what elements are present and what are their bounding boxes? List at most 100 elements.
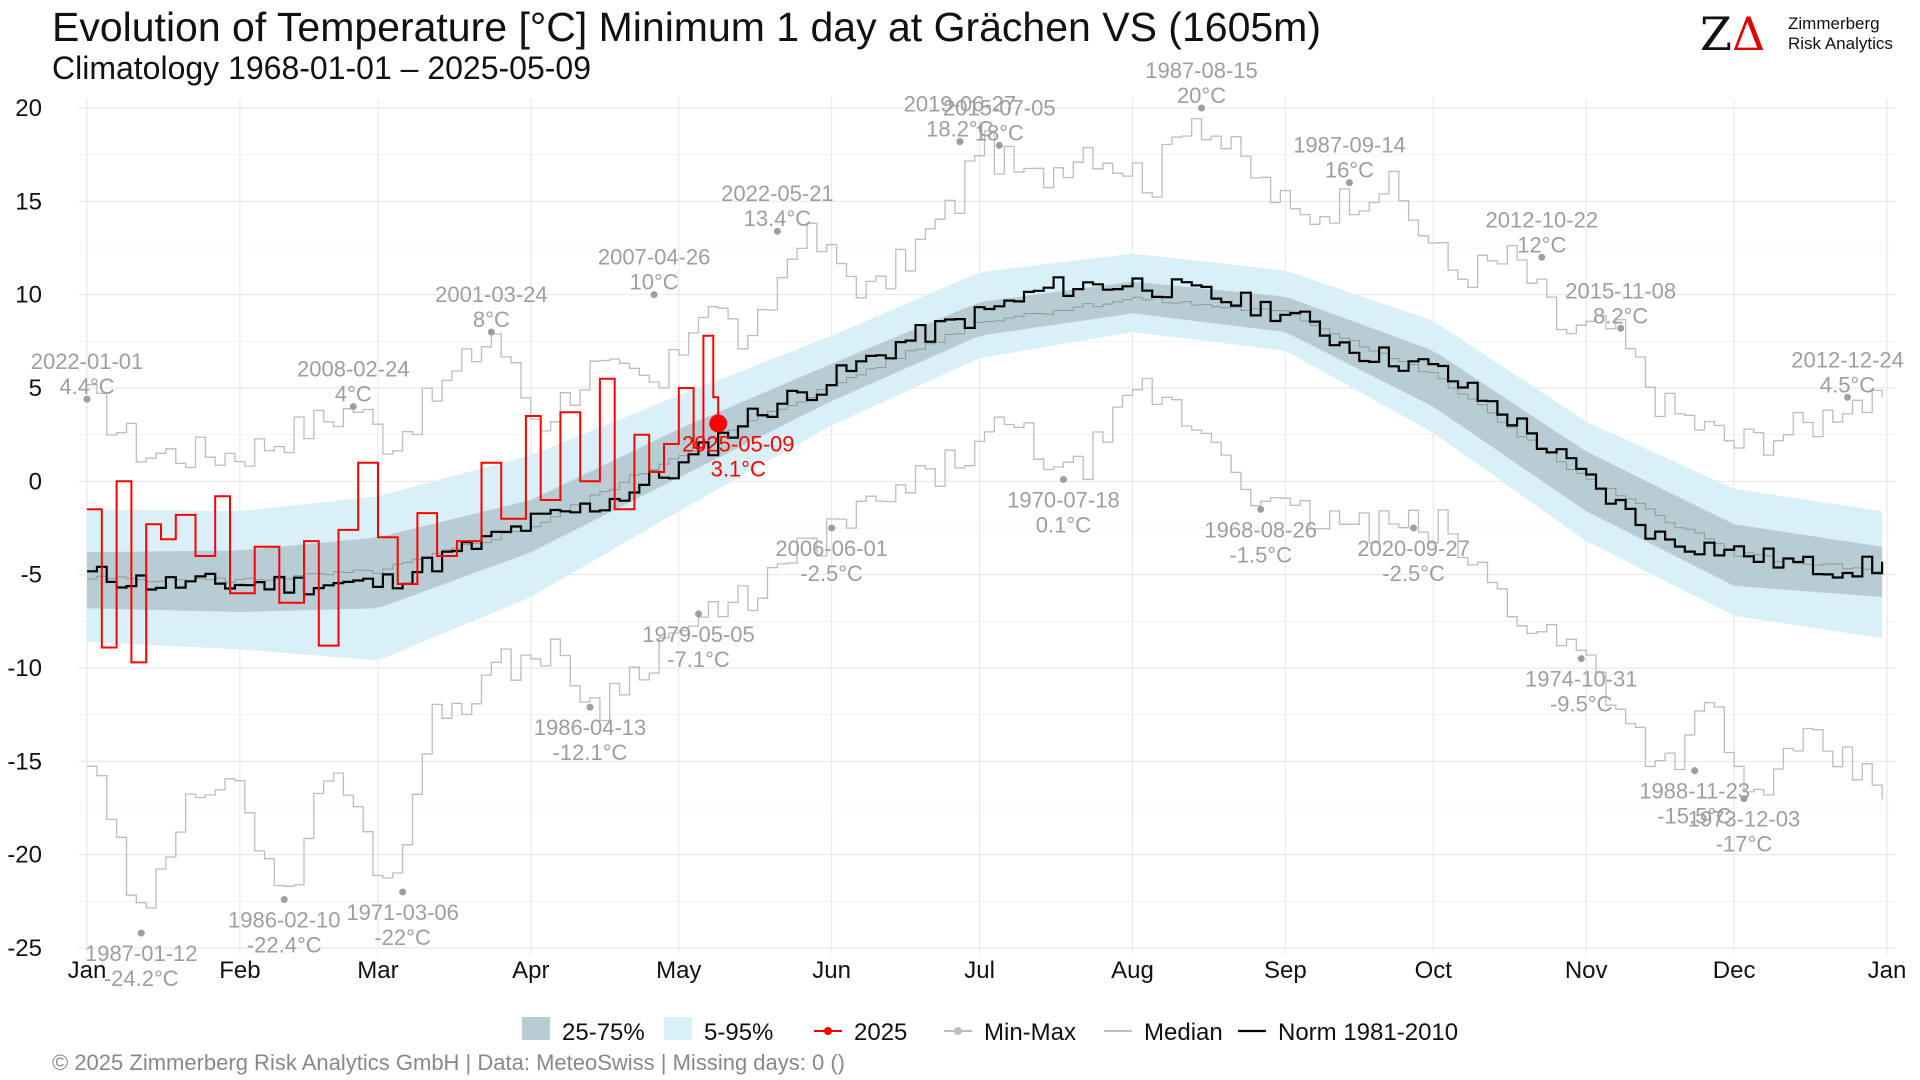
x-tick-label: Dec [1713, 957, 1756, 984]
record-point [1691, 767, 1699, 775]
y-axis-ticks: 20 15 10 5 0 -5 -10 -15 -20 -25 [7, 95, 42, 962]
x-tick-label: Jun [812, 957, 851, 984]
y-tick-label: -5 [21, 562, 42, 589]
record-points [83, 104, 1852, 937]
annotation-value: -1.5°C [1229, 542, 1292, 567]
record-point [1198, 104, 1206, 112]
legend-label: 5-95% [704, 1019, 773, 1040]
footer-credits: © 2025 Zimmerberg Risk Analytics GmbH | … [52, 1050, 845, 1075]
annotation-date: 1974-10-31 [1525, 667, 1638, 692]
annotation-value: 4.5°C [1820, 372, 1875, 397]
annotation-date: 1971-03-06 [346, 900, 459, 925]
series-lines [87, 117, 1884, 909]
annotation-date: 1986-02-10 [228, 907, 341, 932]
record-point [1538, 253, 1546, 261]
annotation-date: 2012-12-24 [1791, 347, 1904, 372]
record-point [995, 141, 1003, 149]
y-tick-label: 5 [29, 375, 42, 402]
record-point [399, 888, 407, 896]
annotation-value: -24.2°C [104, 966, 179, 991]
annotation-date: 2025-05-09 [682, 431, 795, 456]
current-value-point [709, 414, 728, 433]
record-annotations: 2022-01-014.4°C 2008-02-244°C 2001-03-248°… [31, 58, 1904, 991]
annotation-date: 2019-06-27 [904, 92, 1017, 117]
y-tick-label: -15 [7, 748, 42, 775]
y-tick-label: 10 [15, 282, 42, 309]
annotation-date: 1970-07-18 [1007, 487, 1120, 512]
annotation-date: 2015-11-08 [1565, 278, 1676, 303]
record-point [650, 291, 658, 299]
annotation-date: 2008-02-24 [297, 357, 410, 382]
record-point [487, 328, 495, 336]
series-norm-line [87, 276, 1884, 596]
annotation-value: 4.4°C [59, 374, 114, 399]
x-tick-label: Oct [1415, 957, 1453, 984]
y-tick-label: -10 [7, 655, 42, 682]
x-tick-label: Apr [512, 957, 549, 984]
annotation-value: 18.2°C [926, 117, 994, 142]
y-tick-label: 0 [29, 468, 42, 495]
legend-swatch [664, 1017, 692, 1040]
logo-mark-icon: ZΔ [1700, 8, 1765, 60]
legend-swatch [522, 1017, 550, 1040]
annotation-value: -2.5°C [800, 561, 863, 586]
y-tick-label: -25 [7, 935, 42, 962]
record-point [956, 138, 964, 146]
x-tick-label: Nov [1565, 957, 1608, 984]
x-tick-label: Aug [1111, 957, 1154, 984]
record-point [586, 703, 594, 711]
annotation-value: 0.1°C [1036, 512, 1091, 537]
record-point [773, 227, 781, 235]
record-point [1345, 179, 1353, 187]
annotation-value: -22.4°C [247, 932, 322, 957]
logo-z: Z [1700, 7, 1732, 61]
annotation-value: 4°C [335, 382, 372, 407]
legend-point [954, 1027, 962, 1035]
record-point [1257, 505, 1265, 513]
legend-label: 25-75% [562, 1019, 645, 1040]
legend-label: Norm 1981-2010 [1278, 1019, 1458, 1040]
annotation-date: 1987-08-15 [1145, 58, 1258, 83]
x-tick-label: Feb [219, 957, 260, 984]
logo-line-1: Zimmerberg [1788, 14, 1880, 33]
series-median-line [87, 296, 1883, 583]
legend-label: Min-Max [984, 1019, 1076, 1040]
annotation-value: -17°C [1716, 832, 1773, 857]
x-axis-ticks: Jan Feb Mar Apr May Jun Jul Aug Sep Oct Nov Dec Jan [68, 957, 1907, 984]
annotation-date: 2012-10-22 [1486, 207, 1599, 232]
series-2025-line [87, 334, 720, 664]
annotation-value: 12°C [1517, 232, 1566, 257]
y-tick-label: 20 [15, 95, 42, 122]
record-point [280, 895, 288, 903]
annotation-date: 1973-12-03 [1688, 807, 1801, 832]
annotation-date: 1988-11-23 [1639, 779, 1750, 804]
annotation-value: 18°C [975, 120, 1024, 145]
annotation-date: 1987-09-14 [1293, 133, 1406, 158]
company-logo: ZΔ Zimmerberg Risk Analytics [1700, 8, 1900, 60]
record-point [1844, 393, 1852, 401]
annotation-date: 2020-09-27 [1357, 536, 1470, 561]
annotation-value: -2.5°C [1382, 561, 1445, 586]
annotation-value: 10°C [630, 270, 679, 295]
annotation-date: 2007-04-26 [598, 245, 711, 270]
annotation-date: 1968-08-26 [1204, 517, 1317, 542]
annotation-date: 1987-01-12 [85, 941, 198, 966]
annotation-date: 2022-05-21 [721, 181, 834, 206]
record-point [83, 395, 91, 403]
legend-label: 2025 [854, 1019, 907, 1040]
record-point [1410, 524, 1418, 532]
logo-delta: Δ [1731, 7, 1766, 61]
annotation-date: 2022-01-01 [31, 349, 144, 374]
legend: 25-75% 5-95% 2025 Min-Max Median Norm 1981-20… [522, 1017, 1458, 1040]
x-tick-label: Sep [1264, 957, 1307, 984]
y-tick-label: 15 [15, 188, 42, 215]
logo-line-2: Risk Analytics [1788, 34, 1893, 53]
annotation-value: -12.1°C [553, 740, 628, 765]
annotation-value: 16°C [1325, 158, 1374, 183]
annotation-date: 1986-04-13 [534, 715, 647, 740]
record-point [1577, 655, 1585, 663]
annotation-value: 8°C [473, 307, 510, 332]
annotation-value: 20°C [1177, 83, 1226, 108]
x-tick-label: Jan [1868, 957, 1907, 984]
